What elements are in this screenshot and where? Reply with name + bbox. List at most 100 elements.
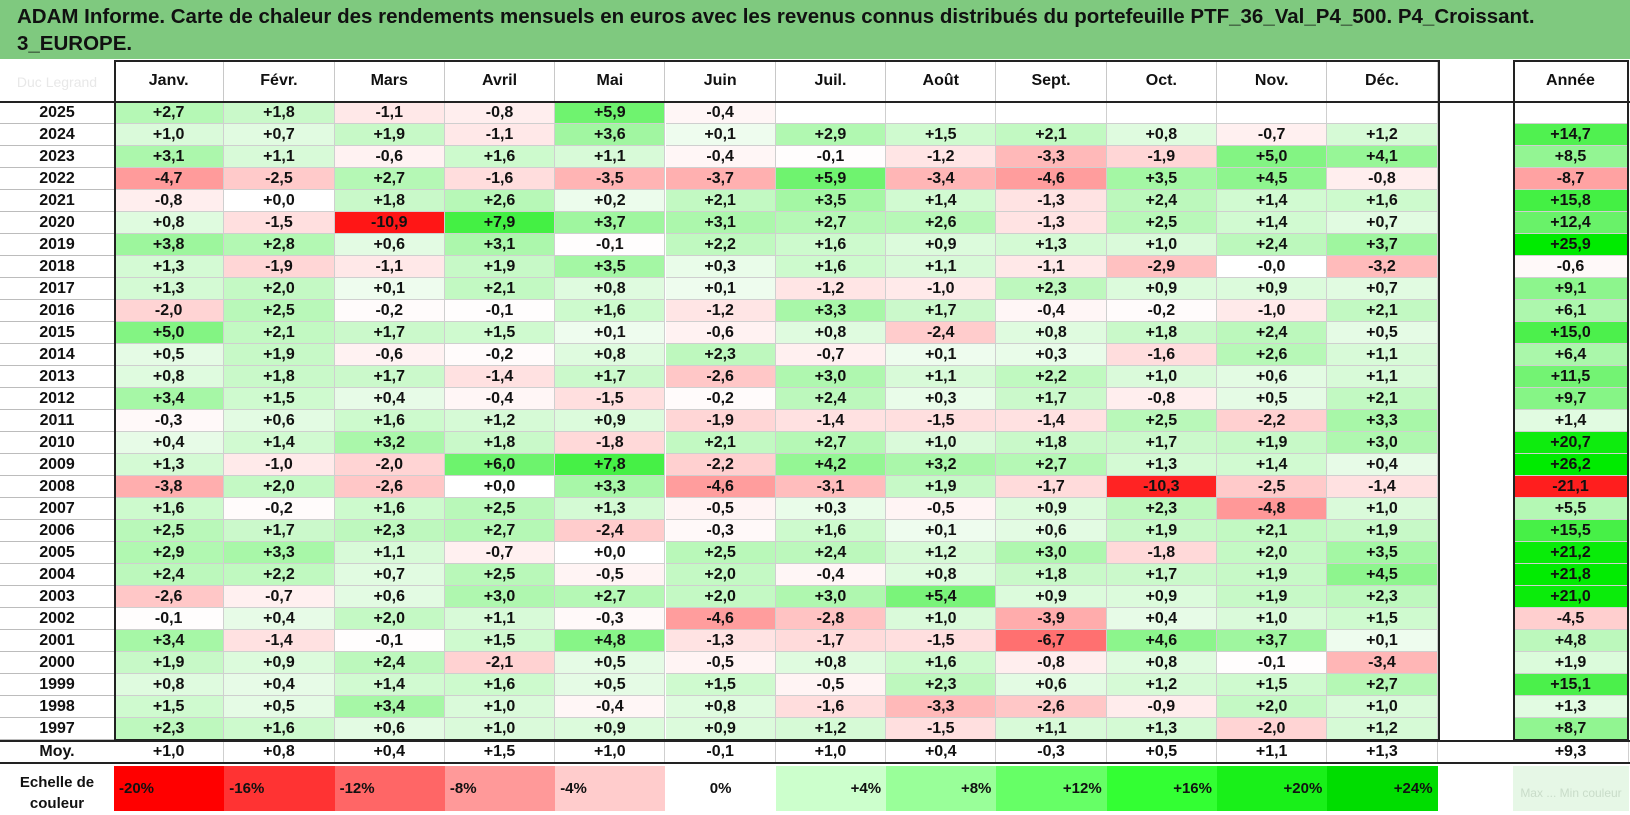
- heatmap-cell: +0,1: [665, 278, 776, 300]
- heatmap-cell: +1,3: [114, 278, 225, 300]
- heatmap-cell: -0,5: [775, 674, 887, 696]
- heatmap-cell: +2,0: [224, 476, 335, 498]
- average-cell: +0,8: [224, 741, 335, 763]
- heatmap-cell: -0,4: [555, 696, 666, 718]
- heatmap-cell: +2,3: [996, 278, 1107, 300]
- heatmap-cell: +7,8: [555, 454, 666, 476]
- heatmap-cell: +3,4: [114, 630, 225, 652]
- heatmap-cell: +0,1: [665, 124, 776, 146]
- heatmap-cell: -0,1: [114, 608, 225, 630]
- heatmap-cell: -10,3: [1106, 476, 1217, 498]
- legend-step: +24%: [1327, 766, 1438, 811]
- heatmap-cell: +3,7: [1217, 630, 1328, 652]
- heatmap-cell: -0,1: [334, 630, 445, 652]
- heatmap-cell: -0,2: [334, 300, 445, 322]
- heatmap-cell: +1,4: [1217, 190, 1328, 212]
- heatmap-cell: +0,1: [1327, 630, 1438, 652]
- heatmap-cell: +1,8: [334, 190, 445, 212]
- heatmap-cell: +0,9: [886, 234, 997, 256]
- heatmap-cell: -2,4: [886, 322, 997, 344]
- average-cell: -0,3: [996, 741, 1107, 763]
- heatmap-cell: +2,5: [1106, 212, 1217, 234]
- heatmap-cell: +2,3: [1106, 498, 1217, 520]
- heatmap-cell: +0,6: [1217, 366, 1328, 388]
- heatmap-cell: -0,8: [996, 652, 1107, 674]
- legend-step: 0%: [665, 766, 776, 811]
- heatmap-cell: +1,1: [1327, 366, 1438, 388]
- heatmap-cell: +2,1: [1327, 300, 1438, 322]
- heatmap-cell: +4,1: [1327, 146, 1438, 168]
- heatmap-cell: +0,4: [224, 608, 335, 630]
- annual-cell: [1513, 102, 1629, 124]
- heatmap-cell: -0,1: [775, 146, 887, 168]
- heatmap-cell: +3,5: [775, 190, 887, 212]
- heatmap-cell: +0,8: [114, 674, 225, 696]
- heatmap-cell: +2,5: [665, 542, 776, 564]
- heatmap-cell: +2,1: [444, 278, 556, 300]
- heatmap-cell: +1,6: [444, 674, 556, 696]
- heatmap-cell: +4,2: [775, 454, 887, 476]
- heatmap-cell: +0,9: [1217, 278, 1328, 300]
- heatmap-cell: +1,0: [886, 608, 997, 630]
- heatmap-cell: +1,6: [775, 256, 887, 278]
- heatmap-cell: +1,5: [886, 124, 997, 146]
- heatmap-cell: +1,8: [996, 564, 1107, 586]
- heatmap-cell: +0,5: [1327, 322, 1438, 344]
- heatmap-cell: -2,0: [334, 454, 445, 476]
- heatmap-cell: +2,0: [665, 586, 776, 608]
- heatmap-cell: +0,8: [555, 344, 666, 366]
- heatmap-cell: +0,9: [1106, 278, 1217, 300]
- heatmap-cell: +1,2: [1106, 674, 1217, 696]
- heatmap-cell: +1,9: [886, 476, 997, 498]
- heatmap-cell: +0,7: [224, 124, 335, 146]
- heatmap-cell: +0,6: [334, 586, 445, 608]
- heatmap-cell: -2,6: [665, 366, 776, 388]
- annual-header: Année: [1513, 60, 1629, 102]
- heatmap-cell: -1,0: [1217, 300, 1328, 322]
- heatmap-cell: -1,7: [775, 630, 887, 652]
- heatmap-cell: +2,1: [665, 190, 776, 212]
- annual-cell: +6,1: [1513, 300, 1629, 322]
- year-label: 2004: [0, 564, 114, 586]
- heatmap-cell: +1,3: [555, 498, 666, 520]
- heatmap-cell: +2,2: [665, 234, 776, 256]
- annual-cell: +8,5: [1513, 146, 1629, 168]
- heatmap-cell: +2,3: [114, 718, 225, 740]
- heatmap-cell: -0,2: [665, 388, 776, 410]
- heatmap-cell: +0,3: [665, 256, 776, 278]
- heatmap-cell: -4,6: [665, 608, 776, 630]
- annual-cell: +15,5: [1513, 520, 1629, 542]
- annual-cell: +8,7: [1513, 718, 1629, 740]
- annual-cell: -8,7: [1513, 168, 1629, 190]
- year-label: 2001: [0, 630, 114, 652]
- year-label: 2025: [0, 102, 114, 124]
- heatmap-cell: -10,9: [334, 212, 445, 234]
- heatmap-cell: -3,4: [886, 168, 997, 190]
- heatmap-cell: -4,8: [1217, 498, 1328, 520]
- annual-cell: +25,9: [1513, 234, 1629, 256]
- heatmap-cell: -0,4: [996, 300, 1107, 322]
- annual-cell: +21,2: [1513, 542, 1629, 564]
- heatmap-cell: +1,9: [444, 256, 556, 278]
- heatmap-cell: +1,7: [555, 366, 666, 388]
- table-rule: [0, 740, 1630, 742]
- year-label: 2014: [0, 344, 114, 366]
- heatmap-cell: +1,6: [555, 300, 666, 322]
- heatmap-cell: +1,3: [996, 234, 1107, 256]
- annual-cell: -4,5: [1513, 608, 1629, 630]
- heatmap-cell: +2,1: [996, 124, 1107, 146]
- heatmap-cell: +1,8: [224, 102, 335, 124]
- heatmap-cell: +1,1: [996, 718, 1107, 740]
- year-label: 2000: [0, 652, 114, 674]
- annual-cell: -21,1: [1513, 476, 1629, 498]
- heatmap-cell: -1,5: [886, 718, 997, 740]
- heatmap-cell: +0,5: [1217, 388, 1328, 410]
- year-label: 2006: [0, 520, 114, 542]
- heatmap-cell: -1,0: [886, 278, 997, 300]
- heatmap-cell: +1,5: [1217, 674, 1328, 696]
- annual-cell: -0,6: [1513, 256, 1629, 278]
- annual-cell: +15,8: [1513, 190, 1629, 212]
- year-label: 2022: [0, 168, 114, 190]
- heatmap-cell: +2,7: [334, 168, 445, 190]
